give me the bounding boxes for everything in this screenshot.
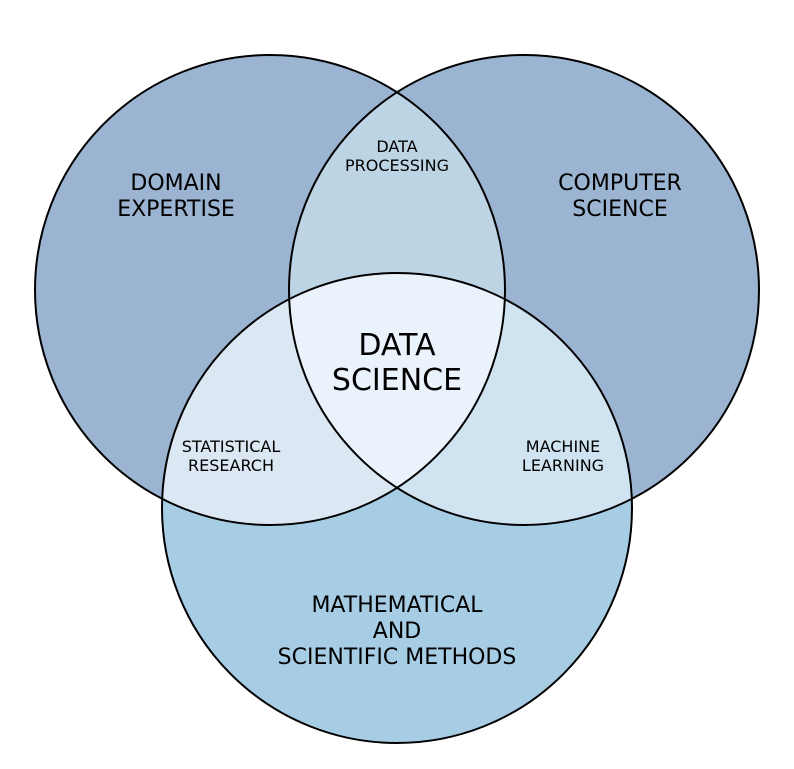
label-top-left-line2: EXPERTISE xyxy=(117,197,235,222)
label-bottom-line1: MATHEMATICAL xyxy=(311,593,483,618)
label-center-line1: DATA xyxy=(358,328,436,363)
label-intersect-left-line2: RESEARCH xyxy=(188,456,274,475)
label-center-line2: SCIENCE xyxy=(332,363,462,398)
label-bottom-line2: AND xyxy=(373,619,421,644)
label-intersect-right-line2: LEARNING xyxy=(522,456,604,475)
label-intersect-top-line1: DATA xyxy=(376,137,417,156)
label-intersect-left-line1: STATISTICAL xyxy=(182,437,281,456)
label-top-right-line2: SCIENCE xyxy=(572,197,667,222)
label-intersect-top-line2: PROCESSING xyxy=(345,156,449,175)
venn-diagram: DOMAIN EXPERTISE COMPUTER SCIENCE MATHEM… xyxy=(0,0,794,769)
label-top-left-line1: DOMAIN xyxy=(130,171,221,196)
label-intersect-right-line1: MACHINE xyxy=(526,437,600,456)
label-top-right-line1: COMPUTER xyxy=(558,171,682,196)
label-bottom-line3: SCIENTIFIC METHODS xyxy=(278,645,517,670)
